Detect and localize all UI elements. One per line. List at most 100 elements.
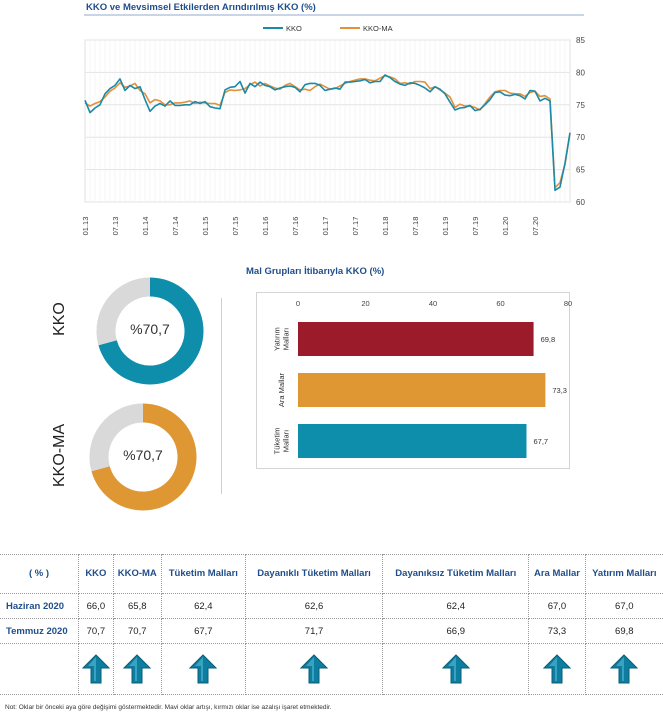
series-line-kko — [84, 74, 571, 192]
x-tick-label: 07.18 — [411, 217, 420, 236]
footnote: Not: Oklar bir önceki aya göre değişimi … — [5, 704, 332, 711]
arrow-cell — [382, 643, 530, 695]
x-tick-label: 07.15 — [231, 217, 240, 236]
table-row: Haziran 2020 66,0 65,8 62,4 62,6 62,4 67… — [0, 593, 663, 619]
table-cell: 67,7 — [161, 618, 246, 644]
donut-remainder — [96, 277, 151, 346]
table-cell: 66,9 — [382, 618, 530, 644]
table-corner: ( % ) — [0, 554, 79, 594]
x-tick-label: 01.18 — [381, 217, 390, 236]
arrow-cell — [113, 643, 162, 695]
x-tick-label: 07.14 — [171, 217, 180, 236]
table-header-tuketim: Tüketim Malları — [161, 554, 246, 594]
arrow-row-label — [0, 643, 79, 695]
up-arrow-icon — [441, 654, 470, 684]
category-label: Ara Mallar — [277, 372, 286, 407]
line-chart: 60 65 70 75 80 85 01.13 07.13 01.14 07.14 01.15 07.… — [81, 24, 585, 236]
donut-kko-ma-value: %70,7 — [123, 447, 163, 463]
legend-label: KKO-MA — [363, 24, 393, 33]
table-cell: 62,4 — [161, 593, 246, 619]
x-tick-label: 07.13 — [111, 217, 120, 236]
arrow-highlight — [616, 657, 625, 681]
x-tick-label: 80 — [564, 299, 572, 308]
x-tick-label: 01.19 — [441, 217, 450, 236]
category-label: Malları — [282, 328, 291, 351]
title-underline — [84, 14, 584, 16]
donut-fill — [91, 403, 197, 511]
x-tick-label: 07.16 — [291, 217, 300, 236]
line-chart-title: KKO ve Mevsimsel Etkilerden Arındırılmış… — [86, 2, 316, 13]
arrow-cell — [585, 643, 663, 695]
category-label: Tüketim — [273, 428, 282, 455]
arrow-highlight — [129, 657, 138, 681]
up-arrow-icon — [542, 654, 571, 684]
row-label: Temmuz 2020 — [0, 618, 79, 644]
donut-fill — [98, 277, 204, 385]
x-tick-label: 60 — [496, 299, 504, 308]
table-cell: 62,4 — [382, 593, 530, 619]
y-tick-label: 80 — [576, 68, 585, 77]
arrow-highlight — [306, 657, 315, 681]
row-label: Haziran 2020 — [0, 593, 79, 619]
table-header-ara: Ara Mallar — [528, 554, 586, 594]
table-row: Temmuz 2020 70,7 70,7 67,7 71,7 66,9 73,… — [0, 618, 663, 644]
donut-kko-ma-label: KKO-MA — [51, 423, 68, 487]
bar-value-label: 67,7 — [533, 437, 548, 446]
bar-value-label: 69,8 — [541, 335, 556, 344]
x-tick-label: 07.20 — [531, 217, 540, 236]
arrow-highlight — [548, 657, 557, 681]
up-arrow-icon — [610, 654, 639, 684]
donut-kko-label: KKO — [51, 302, 68, 336]
category-label: Malları — [282, 430, 291, 453]
arrow-cell — [161, 643, 246, 695]
arrow-highlight — [195, 657, 204, 681]
y-tick-label: 60 — [576, 198, 585, 207]
x-tick-label: 20 — [361, 299, 369, 308]
donut-kko — [96, 277, 204, 385]
up-arrow-icon — [300, 654, 329, 684]
y-tick-label: 85 — [576, 36, 585, 45]
x-tick-label: 07.17 — [351, 217, 360, 236]
table-header-row: ( % ) KKO KKO-MA Tüketim Malları Dayanık… — [0, 554, 663, 594]
table-cell: 67,0 — [528, 593, 586, 619]
legend-label: KKO — [286, 24, 302, 33]
category-label: Yatırım — [273, 327, 282, 351]
table-cell: 65,8 — [113, 593, 162, 619]
table-header-kko: KKO — [78, 554, 114, 594]
table-cell: 67,0 — [585, 593, 663, 619]
table-cell: 62,6 — [245, 593, 384, 619]
table-cell: 73,3 — [528, 618, 586, 644]
table-cell: 70,7 — [113, 618, 162, 644]
kko-table: ( % ) KKO KKO-MA Tüketim Malları Dayanık… — [0, 554, 663, 695]
arrow-row — [0, 643, 663, 695]
x-tick-label: 01.16 — [261, 217, 270, 236]
bar-0 — [298, 322, 534, 356]
donut-kko-value: %70,7 — [130, 321, 170, 337]
table-cell: 69,8 — [585, 618, 663, 644]
arrow-cell — [245, 643, 384, 695]
table-header-yatirim: Yatırım Malları — [585, 554, 663, 594]
y-tick-label: 65 — [576, 166, 585, 175]
up-arrow-icon — [81, 654, 110, 684]
up-arrow-icon — [189, 654, 218, 684]
table-cell: 71,7 — [245, 618, 384, 644]
table-header-dayanikli: Dayanıklı Tüketim Malları — [245, 554, 384, 594]
x-tick-label: 01.17 — [321, 217, 330, 236]
x-tick-label: 07.19 — [471, 217, 480, 236]
donut-remainder — [89, 403, 144, 472]
x-tick-label: 40 — [429, 299, 437, 308]
bar-chart-title: Mal Grupları İtibarıyla KKO (%) — [246, 266, 385, 277]
arrow-highlight — [447, 657, 456, 681]
x-tick-label: 01.20 — [501, 217, 510, 236]
vertical-divider — [221, 298, 222, 494]
bar-2 — [298, 424, 527, 458]
table-cell: 66,0 — [78, 593, 114, 619]
y-tick-label: 70 — [576, 133, 585, 142]
plot-frame — [84, 39, 571, 203]
x-tick-label: 01.15 — [201, 217, 210, 236]
arrow-highlight — [87, 657, 96, 681]
y-tick-label: 75 — [576, 101, 585, 110]
up-arrow-icon — [123, 654, 152, 684]
bar-1 — [298, 373, 546, 407]
